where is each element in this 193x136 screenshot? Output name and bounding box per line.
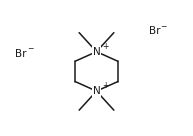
Text: Br: Br [149, 26, 160, 36]
Text: Br: Br [15, 49, 27, 59]
Text: +: + [102, 42, 109, 51]
Text: +: + [102, 81, 109, 90]
Text: N: N [93, 86, 100, 96]
Text: N: N [93, 47, 100, 57]
Text: −: − [27, 44, 33, 53]
Text: −: − [160, 22, 166, 31]
